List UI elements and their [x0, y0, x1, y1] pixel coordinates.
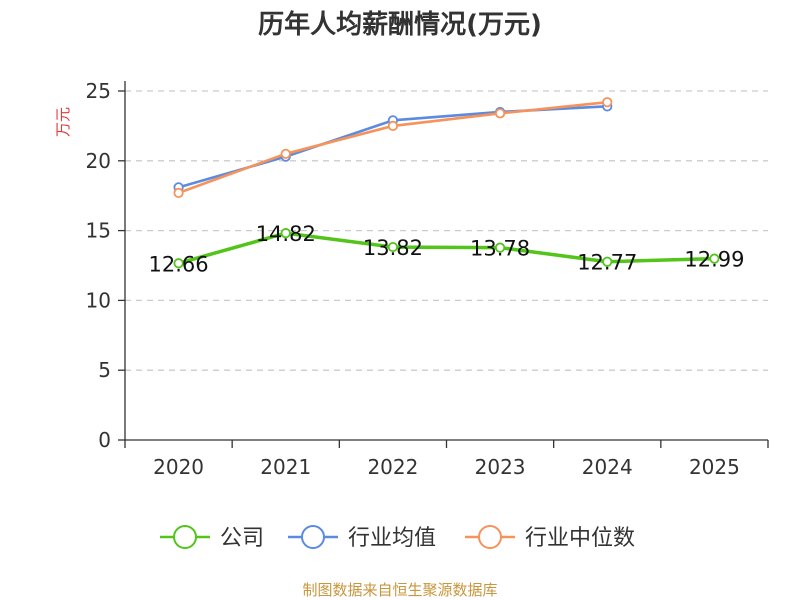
data-point[interactable]: [709, 253, 720, 264]
data-label: 13.82: [363, 236, 423, 260]
y-tick-label: 0: [98, 428, 111, 452]
source-note: 制图数据来自恒生聚源数据库: [302, 581, 497, 599]
data-point[interactable]: [280, 148, 291, 159]
legend-item-2[interactable]: 行业中位数: [465, 525, 635, 551]
data-point[interactable]: [494, 108, 506, 119]
legend-label: 行业均值: [348, 526, 436, 551]
data-point[interactable]: [602, 256, 613, 267]
x-tick-label: 2023: [475, 455, 526, 479]
x-tick-label: 2024: [582, 455, 633, 479]
data-label: 12.99: [684, 248, 744, 272]
legend-item-0[interactable]: 公司: [160, 525, 264, 551]
data-point[interactable]: [173, 258, 184, 269]
legend-item-1[interactable]: 行业均值: [288, 525, 436, 551]
y-tick-label: 25: [86, 79, 111, 103]
data-point[interactable]: [494, 242, 506, 253]
y-axis-label: 万元: [54, 107, 72, 137]
chart-title: 历年人均薪酬情况(万元): [258, 9, 542, 40]
x-tick-label: 2025: [689, 455, 740, 479]
data-labels: 12.66 14.82 13.82 13.78 12.77 12.99: [149, 222, 745, 276]
legend-marker: [301, 525, 325, 549]
data-point[interactable]: [387, 120, 399, 132]
x-tick-label: 2020: [153, 455, 204, 479]
legend-label: 公司: [220, 526, 264, 551]
y-tick-label: 5: [98, 358, 111, 382]
legend-label: 行业中位数: [525, 526, 635, 551]
data-point[interactable]: [387, 241, 399, 253]
data-point[interactable]: [602, 97, 613, 108]
series-line-0: [178, 231, 715, 265]
data-label: 13.78: [470, 237, 530, 261]
data-point[interactable]: [280, 228, 291, 239]
y-tick-label: 20: [86, 149, 111, 173]
data-label: 14.82: [256, 222, 316, 246]
series-layer: [173, 97, 720, 269]
data-point[interactable]: [173, 187, 184, 199]
y-tick-label: 15: [86, 219, 111, 243]
legend-marker: [173, 525, 197, 549]
grid-lines: [125, 90, 768, 371]
legend-marker: [478, 525, 502, 549]
x-tick-label: 2022: [367, 455, 418, 479]
legend: 公司 行业均值 行业中位数: [160, 525, 635, 551]
y-tick-label: 10: [86, 288, 111, 312]
data-label: 12.77: [577, 251, 637, 275]
x-tick-label: 2021: [260, 455, 311, 479]
data-label: 12.66: [149, 252, 209, 276]
